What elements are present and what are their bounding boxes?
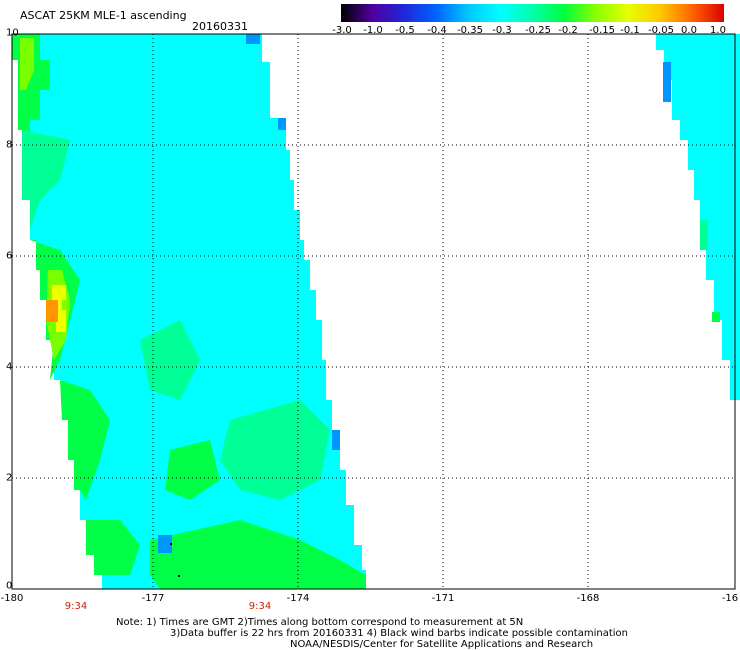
note-line-1: Note: 1) Times are GMT 2)Times along bot…	[116, 617, 524, 628]
y-tick-label: 8	[6, 139, 13, 151]
blue-cell-lower	[332, 430, 340, 450]
right-green-cell	[712, 312, 720, 322]
y-tick-label: 2	[6, 472, 13, 484]
colorbar-label: -0.2	[558, 25, 578, 36]
lime-cell	[62, 300, 70, 310]
x-tick-label: -168	[576, 593, 600, 604]
map-date: 20160331	[192, 20, 248, 33]
blue-cell	[278, 118, 286, 130]
x-tick-label: -171	[431, 593, 455, 604]
x-tick-label: -16	[721, 593, 739, 604]
wind-barb-mark	[170, 543, 172, 545]
y-tick-label: 10	[6, 27, 19, 39]
bottom-left-green	[86, 520, 140, 575]
time-label: 9:34	[64, 601, 88, 612]
colorbar-label: -0.4	[427, 25, 447, 36]
yellow-patch	[52, 285, 66, 300]
x-tick-label: -174	[286, 593, 310, 604]
x-tick-label: -180	[0, 593, 24, 604]
colorbar-label: -0.1	[620, 25, 640, 36]
left-edge-aqua-band	[22, 130, 70, 230]
time-label: 9:34	[248, 601, 272, 612]
colorbar-label: -0.35	[457, 25, 483, 36]
colorbar	[341, 4, 724, 22]
colorbar-label: -0.05	[648, 25, 674, 36]
colorbar-label: -0.5	[395, 25, 415, 36]
right-aqua-cells	[700, 220, 708, 250]
wind-barb-mark	[178, 575, 180, 577]
yellow-patch-lower	[56, 300, 66, 332]
center-green-area	[165, 440, 220, 500]
top-left-lime	[20, 38, 34, 90]
colorbar-label: -1.0	[363, 25, 383, 36]
right-blue-cells	[663, 62, 671, 102]
map-title: ASCAT 25KM MLE-1 ascending	[20, 9, 187, 22]
colorbar-label: -3.0	[332, 25, 352, 36]
orange-patch	[46, 300, 58, 322]
colorbar-label: -0.15	[589, 25, 615, 36]
center-aqua-area-2	[140, 320, 200, 400]
colorbar-label: -0.25	[525, 25, 551, 36]
y-tick-label: 4	[6, 361, 13, 373]
note-line-2: 3)Data buffer is 22 hrs from 20160331 4)…	[170, 628, 628, 639]
blue-cell-top	[246, 34, 260, 44]
colorbar-label: -0.3	[492, 25, 512, 36]
blue-cell-bottom	[158, 535, 172, 553]
left-edge-green-low	[60, 380, 110, 500]
right-swath	[656, 34, 740, 400]
colorbar-label: 0.0	[681, 25, 697, 36]
bottom-green	[150, 520, 366, 589]
y-tick-label: 6	[6, 250, 13, 262]
plot-frame	[11, 33, 736, 590]
y-tick-label: 0	[6, 580, 13, 592]
colorbar-label: 1.0	[710, 25, 726, 36]
note-line-3: NOAA/NESDIS/Center for Satellite Applica…	[290, 639, 594, 650]
center-aqua-area	[220, 400, 330, 500]
x-tick-label: -177	[141, 593, 165, 604]
